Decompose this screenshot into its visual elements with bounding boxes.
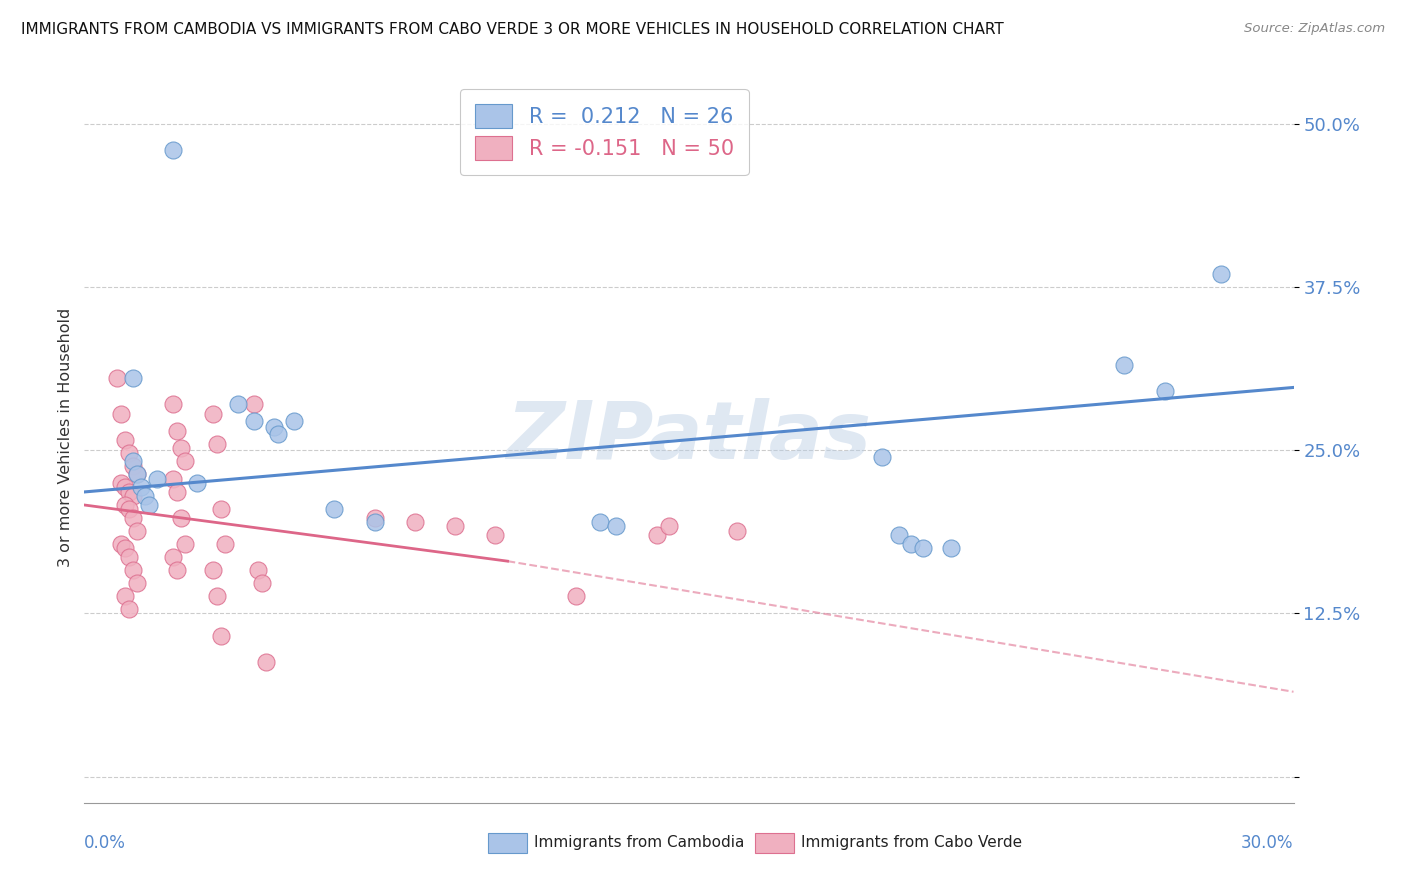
Point — [250, 576, 273, 591]
Point — [267, 427, 290, 442]
Point — [209, 502, 232, 516]
Point — [242, 397, 264, 411]
Point — [484, 528, 506, 542]
Text: ZIPatlas: ZIPatlas — [506, 398, 872, 476]
Point — [254, 655, 277, 669]
Y-axis label: 3 or more Vehicles in Household: 3 or more Vehicles in Household — [58, 308, 73, 566]
Text: IMMIGRANTS FROM CAMBODIA VS IMMIGRANTS FROM CABO VERDE 3 OR MORE VEHICLES IN HOU: IMMIGRANTS FROM CAMBODIA VS IMMIGRANTS F… — [21, 22, 1004, 37]
Text: Immigrants from Cabo Verde: Immigrants from Cabo Verde — [801, 836, 1022, 850]
Point — [118, 502, 141, 516]
Point — [170, 441, 193, 455]
Text: 0.0%: 0.0% — [84, 834, 127, 852]
Point — [118, 485, 141, 500]
Point — [118, 446, 141, 460]
Point — [121, 511, 143, 525]
Point — [283, 414, 305, 428]
Point — [207, 436, 229, 450]
Point — [589, 515, 612, 529]
Point — [202, 563, 225, 577]
Point — [110, 407, 132, 421]
Legend: R =  0.212   N = 26, R = -0.151   N = 50: R = 0.212 N = 26, R = -0.151 N = 50 — [460, 89, 748, 175]
Point — [1209, 267, 1232, 281]
Point — [129, 480, 152, 494]
Point — [226, 397, 249, 411]
Point — [207, 590, 229, 604]
Point — [146, 472, 169, 486]
Point — [125, 576, 148, 591]
Point — [1114, 358, 1136, 372]
Point — [114, 480, 136, 494]
Point — [174, 453, 197, 467]
Point — [166, 424, 188, 438]
Point — [725, 524, 748, 538]
Point — [186, 475, 208, 490]
Point — [263, 419, 285, 434]
Point — [162, 472, 184, 486]
Point — [125, 524, 148, 538]
Point — [110, 475, 132, 490]
Point — [121, 563, 143, 577]
Point — [939, 541, 962, 555]
Point — [645, 528, 668, 542]
Point — [887, 528, 910, 542]
Point — [872, 450, 894, 464]
Point — [118, 550, 141, 565]
Point — [209, 629, 232, 643]
Point — [323, 502, 346, 516]
Point — [246, 563, 269, 577]
Point — [214, 537, 236, 551]
Point — [125, 467, 148, 481]
Point — [121, 453, 143, 467]
Point — [911, 541, 934, 555]
Point — [134, 489, 156, 503]
Point — [900, 537, 922, 551]
Point — [114, 541, 136, 555]
Point — [162, 550, 184, 565]
Point — [121, 458, 143, 473]
Point — [110, 537, 132, 551]
Point — [444, 519, 467, 533]
Point — [114, 590, 136, 604]
Point — [118, 602, 141, 616]
Point — [1153, 384, 1175, 399]
Point — [114, 433, 136, 447]
Point — [121, 489, 143, 503]
Point — [166, 485, 188, 500]
Point — [363, 511, 385, 525]
Point — [242, 414, 264, 428]
Point — [125, 467, 148, 481]
Point — [658, 519, 681, 533]
Point — [174, 537, 197, 551]
Point — [565, 590, 588, 604]
Point — [105, 371, 128, 385]
Point — [162, 143, 184, 157]
Text: Immigrants from Cambodia: Immigrants from Cambodia — [534, 836, 745, 850]
Point — [605, 519, 627, 533]
Point — [121, 371, 143, 385]
Point — [404, 515, 426, 529]
Point — [166, 563, 188, 577]
Point — [114, 498, 136, 512]
Point — [202, 407, 225, 421]
Text: Source: ZipAtlas.com: Source: ZipAtlas.com — [1244, 22, 1385, 36]
Point — [363, 515, 385, 529]
Point — [170, 511, 193, 525]
Point — [162, 397, 184, 411]
Text: 30.0%: 30.0% — [1241, 834, 1294, 852]
Point — [138, 498, 160, 512]
